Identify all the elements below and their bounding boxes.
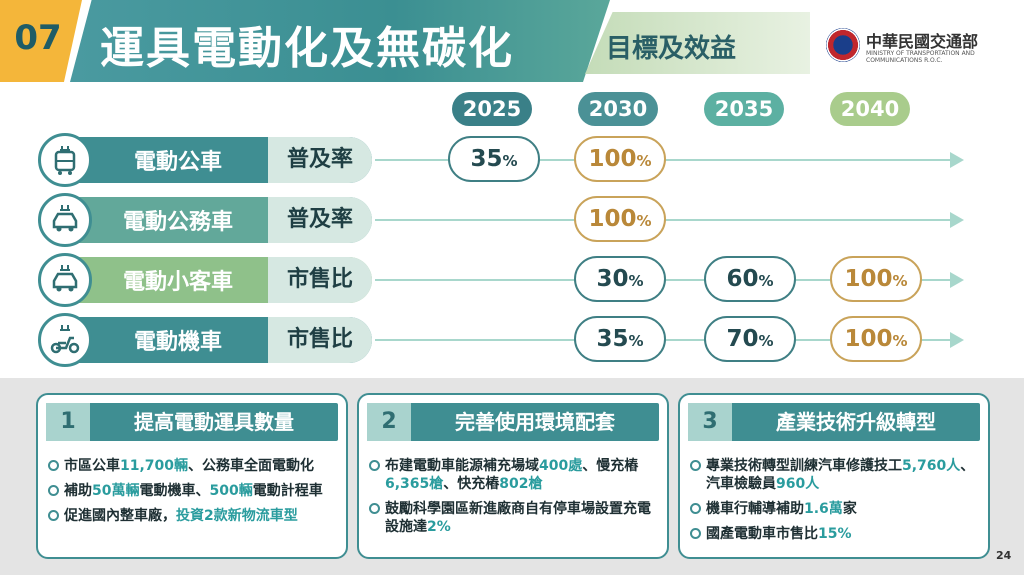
electric-car-icon: [38, 253, 92, 307]
ministry-seal-icon: [826, 28, 860, 62]
bullet-circle-icon: [369, 503, 380, 514]
bullet-circle-icon: [690, 460, 701, 471]
list-item: 市區公車11,700輛、公務車全面電動化: [48, 457, 340, 475]
electric-car-icon: [38, 193, 92, 247]
value-2030: 35%: [574, 316, 666, 362]
bullet-circle-icon: [690, 503, 701, 514]
value-2030: 100%: [574, 136, 666, 182]
header: 07 運具電動化及無碳化 目標及效益 中華民國交通部 MINISTRY OF T…: [0, 0, 1024, 82]
bullet-circle-icon: [690, 528, 701, 539]
list-item: 國產電動車市售比15%: [690, 525, 982, 543]
card-title: 產業技術升級轉型: [776, 410, 936, 434]
timeline-arrow-icon: [950, 212, 964, 228]
row-label: 電動機車: [133, 330, 222, 355]
timeline-arrow-icon: [950, 332, 964, 348]
year-2030: 2030: [578, 92, 658, 126]
list-item: 促進國內整車廠，投資2款新物流車型: [48, 507, 340, 525]
page-title: 運具電動化及無碳化: [100, 23, 514, 74]
page-subtitle: 目標及效益: [606, 34, 737, 64]
row-electric-scooter: 電動機車 市售比 35% 70% 100%: [0, 310, 1024, 370]
card-number: 3: [688, 403, 732, 441]
value-2040: 100%: [830, 256, 922, 302]
value-2025: 35%: [448, 136, 540, 182]
card-title: 完善使用環境配套: [455, 410, 615, 434]
card-list: 專業技術轉型訓練汽車修護技工5,760人、汽車檢驗員960人 機車行輔導補助1.…: [690, 457, 982, 550]
card-header: 3 產業技術升級轉型: [688, 403, 980, 441]
card-header: 1 提高電動運具數量: [46, 403, 338, 441]
timeline-arrow-icon: [950, 272, 964, 288]
card-list: 市區公車11,700輛、公務車全面電動化 補助50萬輛電動機車、500輛電動計程…: [48, 457, 340, 532]
list-item: 布建電動車能源補充場域400處、慢充樁6,365槍、快充樁802槍: [369, 457, 661, 493]
row-metric: 市售比: [268, 257, 372, 303]
value-2030: 30%: [574, 256, 666, 302]
row-label: 電動公車: [133, 150, 222, 175]
section-number: 07: [14, 18, 62, 58]
bullet-circle-icon: [48, 460, 59, 471]
year-2025: 2025: [452, 92, 532, 126]
row-metric: 普及率: [268, 197, 372, 243]
electric-bus-icon: [38, 133, 92, 187]
row-electric-bus: 電動公車 普及率 35% 100%: [0, 130, 1024, 190]
list-item: 專業技術轉型訓練汽車修護技工5,760人、汽車檢驗員960人: [690, 457, 982, 493]
row-label: 電動公務車: [122, 210, 233, 235]
card-industry: 3 產業技術升級轉型 專業技術轉型訓練汽車修護技工5,760人、汽車檢驗員960…: [678, 393, 990, 559]
electric-scooter-icon: [38, 313, 92, 367]
card-number: 1: [46, 403, 90, 441]
row-electric-passenger-car: 電動小客車 市售比 30% 60% 100%: [0, 250, 1024, 310]
list-item: 鼓勵科學園區新進廠商自有停車場設置充電設施達2%: [369, 500, 661, 536]
row-label: 電動小客車: [122, 270, 233, 295]
row-metric: 市售比: [268, 317, 372, 363]
card-number: 2: [367, 403, 411, 441]
year-2035: 2035: [704, 92, 784, 126]
year-2040: 2040: [830, 92, 910, 126]
subtitle-banner: [585, 12, 815, 74]
title-banner: [70, 0, 610, 82]
bullet-circle-icon: [48, 485, 59, 496]
timeline-arrow-icon: [950, 152, 964, 168]
value-2035: 70%: [704, 316, 796, 362]
page-number: 24: [996, 549, 1012, 562]
card-ev-quantity: 1 提高電動運具數量 市區公車11,700輛、公務車全面電動化 補助50萬輛電動…: [36, 393, 348, 559]
value-2040: 100%: [830, 316, 922, 362]
list-item: 補助50萬輛電動機車、500輛電動計程車: [48, 482, 340, 500]
row-metric: 普及率: [268, 137, 372, 183]
value-2030: 100%: [574, 196, 666, 242]
card-header: 2 完善使用環境配套: [367, 403, 659, 441]
row-electric-official-car: 電動公務車 普及率 100%: [0, 190, 1024, 250]
bullet-circle-icon: [369, 460, 380, 471]
card-environment: 2 完善使用環境配套 布建電動車能源補充場域400處、慢充樁6,365槍、快充樁…: [357, 393, 669, 559]
list-item: 機車行輔導補助1.6萬家: [690, 500, 982, 518]
bullet-circle-icon: [48, 510, 59, 521]
card-list: 布建電動車能源補充場域400處、慢充樁6,365槍、快充樁802槍 鼓勵科學園區…: [369, 457, 661, 543]
org-name-cn: 中華民國交通部: [866, 32, 979, 51]
org-name-en: MINISTRY OF TRANSPORTATION AND COMMUNICA…: [866, 50, 975, 64]
card-title: 提高電動運具數量: [134, 410, 294, 434]
value-2035: 60%: [704, 256, 796, 302]
